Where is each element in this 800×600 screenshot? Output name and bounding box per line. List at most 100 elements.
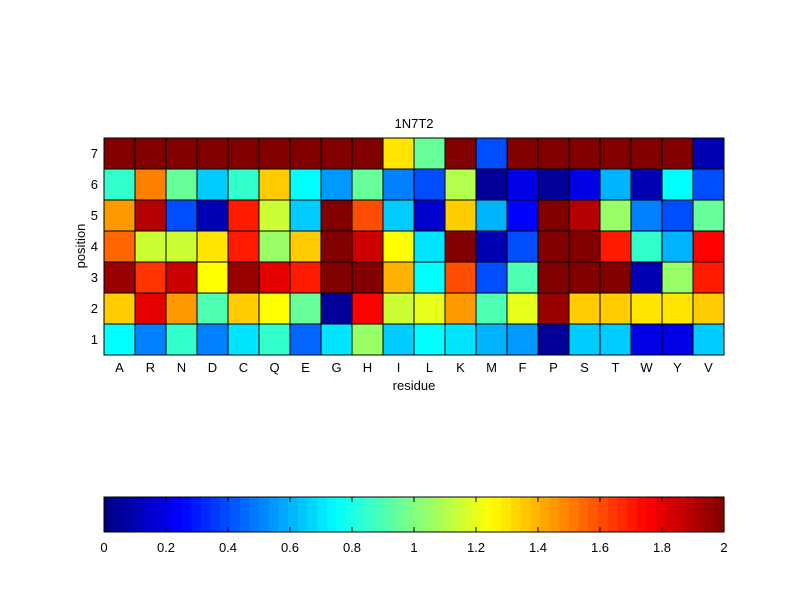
heatmap-cell-S-7 xyxy=(568,137,601,170)
heatmap-cell-Q-4 xyxy=(258,230,291,263)
colorbar-band xyxy=(336,497,347,532)
heatmap-cell-L-5 xyxy=(413,199,446,232)
x-tick-C: C xyxy=(239,360,248,375)
heatmap-cell-V-7 xyxy=(692,137,725,170)
heatmap-cell-Y-1 xyxy=(661,323,694,356)
heatmap-cell-V-2 xyxy=(692,292,725,325)
colorbar-band xyxy=(481,497,493,532)
heatmap-cell-Y-6 xyxy=(661,168,694,201)
colorbar-tick-labels: 0 0.2 0.4 0.6 0.8 1 1.2 1.4 1.6 1.8 2 xyxy=(100,497,728,555)
heatmap-cell-P-1 xyxy=(537,323,570,356)
colorbar-band xyxy=(549,497,560,532)
heatmap-cell-W-1 xyxy=(630,323,663,356)
heatmap-cell-N-3 xyxy=(165,261,198,294)
heatmap-cell-M-1 xyxy=(475,323,508,356)
y-tick-4: 4 xyxy=(91,239,98,254)
heatmap-cell-W-5 xyxy=(630,199,663,232)
colorbar-band xyxy=(501,497,512,532)
heatmap-cell-Q-7 xyxy=(258,137,291,170)
colorbar-band xyxy=(414,497,425,532)
heatmap-cell-G-5 xyxy=(320,199,353,232)
heatmap-cell-F-3 xyxy=(506,261,539,294)
heatmap-cell-F-2 xyxy=(506,292,539,325)
colorbar-band xyxy=(171,497,183,532)
heatmap-cell-Q-6 xyxy=(258,168,291,201)
colorbar-band xyxy=(588,497,599,532)
colorbar-band xyxy=(636,497,648,532)
heatmap-cell-T-3 xyxy=(599,261,632,294)
heatmap-cell-H-7 xyxy=(351,137,384,170)
colorbar-band xyxy=(278,497,289,532)
y-tick-1: 1 xyxy=(91,332,98,347)
heatmap-cell-I-5 xyxy=(382,199,415,232)
heatmap-cell-F-4 xyxy=(506,230,539,263)
colorbar-band xyxy=(307,497,318,532)
heatmap-cell-V-1 xyxy=(692,323,725,356)
heatmap-cell-N-2 xyxy=(165,292,198,325)
colorbar-band xyxy=(142,497,154,532)
heatmap-cells xyxy=(103,137,725,356)
colorbar-band xyxy=(423,497,434,532)
colorbar-band xyxy=(162,497,173,532)
heatmap-cell-G-4 xyxy=(320,230,353,263)
colorbar-band xyxy=(384,497,396,532)
colorbar-band xyxy=(569,497,580,532)
heatmap-cell-E-5 xyxy=(289,199,322,232)
colorbar-band xyxy=(607,497,619,532)
heatmap-cell-P-4 xyxy=(537,230,570,263)
colorbar-band xyxy=(404,497,415,532)
heatmap-cell-S-6 xyxy=(568,168,601,201)
heatmap-cell-R-4 xyxy=(134,230,167,263)
heatmap-cell-N-6 xyxy=(165,168,198,201)
heatmap-cell-A-6 xyxy=(103,168,136,201)
heatmap-cell-W-3 xyxy=(630,261,663,294)
colorbar-band xyxy=(433,497,444,532)
heatmap-cell-I-1 xyxy=(382,323,415,356)
heatmap-cell-G-3 xyxy=(320,261,353,294)
heatmap-cell-S-1 xyxy=(568,323,601,356)
heatmap-cell-K-7 xyxy=(444,137,477,170)
colorbar-band xyxy=(443,497,454,532)
colorbar-bands xyxy=(104,497,725,532)
heatmap-cell-V-6 xyxy=(692,168,725,201)
heatmap-cell-M-6 xyxy=(475,168,508,201)
colorbar-band xyxy=(530,497,541,532)
heatmap-cell-S-2 xyxy=(568,292,601,325)
x-tick-F: F xyxy=(519,360,527,375)
heatmap-cell-R-5 xyxy=(134,199,167,232)
heatmap-cell-A-4 xyxy=(103,230,136,263)
heatmap-cell-R-1 xyxy=(134,323,167,356)
x-tick-Y: Y xyxy=(673,360,682,375)
x-tick-Q: Q xyxy=(269,360,279,375)
colorbar-band xyxy=(113,497,124,532)
colorbar-tick-label: 1.6 xyxy=(591,540,609,555)
heatmap-cell-I-4 xyxy=(382,230,415,263)
heatmap-cell-K-4 xyxy=(444,230,477,263)
heatmap-cell-P-5 xyxy=(537,199,570,232)
heatmap-cell-C-6 xyxy=(227,168,260,201)
colorbar-band xyxy=(200,497,212,532)
x-tick-E: E xyxy=(301,360,310,375)
heatmap-cell-E-2 xyxy=(289,292,322,325)
x-tick-G: G xyxy=(331,360,341,375)
heatmap-cell-T-1 xyxy=(599,323,632,356)
heatmap-cell-C-2 xyxy=(227,292,260,325)
colorbar-band xyxy=(714,497,725,532)
heatmap-cell-L-4 xyxy=(413,230,446,263)
colorbar-band xyxy=(355,497,367,532)
heatmap-cell-M-7 xyxy=(475,137,508,170)
heatmap-cell-I-3 xyxy=(382,261,415,294)
y-tick-5: 5 xyxy=(91,208,98,223)
x-tick-H: H xyxy=(363,360,372,375)
heatmap-cell-Q-2 xyxy=(258,292,291,325)
colorbar-band xyxy=(297,497,309,532)
y-axis-label: position xyxy=(73,224,88,269)
heatmap-cell-L-3 xyxy=(413,261,446,294)
colorbar-band xyxy=(685,497,696,532)
colorbar-band xyxy=(510,497,522,532)
heatmap-cell-K-5 xyxy=(444,199,477,232)
heatmap-cell-I-2 xyxy=(382,292,415,325)
heatmap-cell-N-4 xyxy=(165,230,198,263)
heatmap-cell-F-1 xyxy=(506,323,539,356)
colorbar-band xyxy=(220,497,231,532)
